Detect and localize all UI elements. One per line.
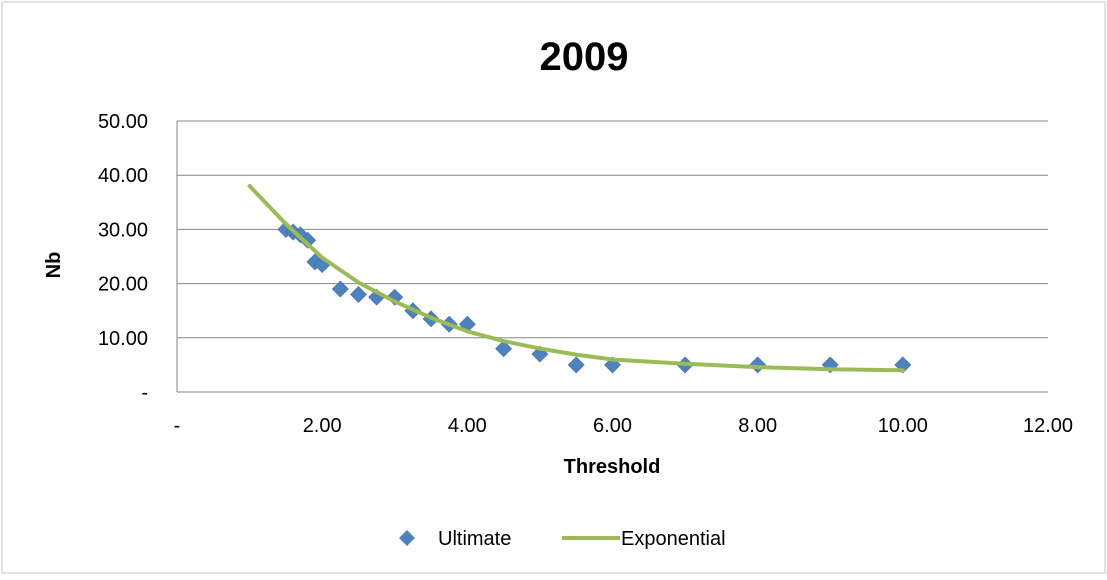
gridlines [177,120,1048,339]
legend-marker-ultimate [399,530,415,546]
x-tick-labels: - 2.00 4.00 6.00 8.00 10.00 12.00 [174,415,1073,437]
data-point [350,286,367,303]
x-tick-label: 2.00 [303,415,342,437]
y-tick-label: 20.00 [98,274,148,296]
y-tick-label: 10.00 [98,328,148,350]
y-tick-labels: - 10.00 20.00 30.00 40.00 50.00 [98,111,148,404]
chart-title: 2009 [540,35,629,79]
data-point [894,356,912,374]
y-tick-label: 40.00 [98,165,148,187]
data-point [495,340,513,358]
legend-label-exponential: Exponential [621,528,726,550]
data-point [331,280,349,298]
data-point [567,356,585,374]
legend-label-ultimate: Ultimate [438,528,511,550]
axes [176,121,1048,393]
x-tick-label: 8.00 [738,415,777,437]
legend: Ultimate Exponential [399,528,726,550]
trend-line-exponential [247,184,905,373]
x-tick-label: 6.00 [593,415,632,437]
x-tick-label: - [174,415,181,437]
y-axis-title: Nb [43,252,65,279]
y-tick-label: 30.00 [98,219,148,241]
x-tick-label: 12.00 [1023,415,1073,437]
x-tick-label: 4.00 [448,415,487,437]
y-tick-label: 50.00 [98,111,148,133]
y-tick-label: - [141,382,148,404]
x-tick-label: 10.00 [878,415,928,437]
series-layer [247,184,912,374]
x-axis-title: Threshold [564,456,661,478]
